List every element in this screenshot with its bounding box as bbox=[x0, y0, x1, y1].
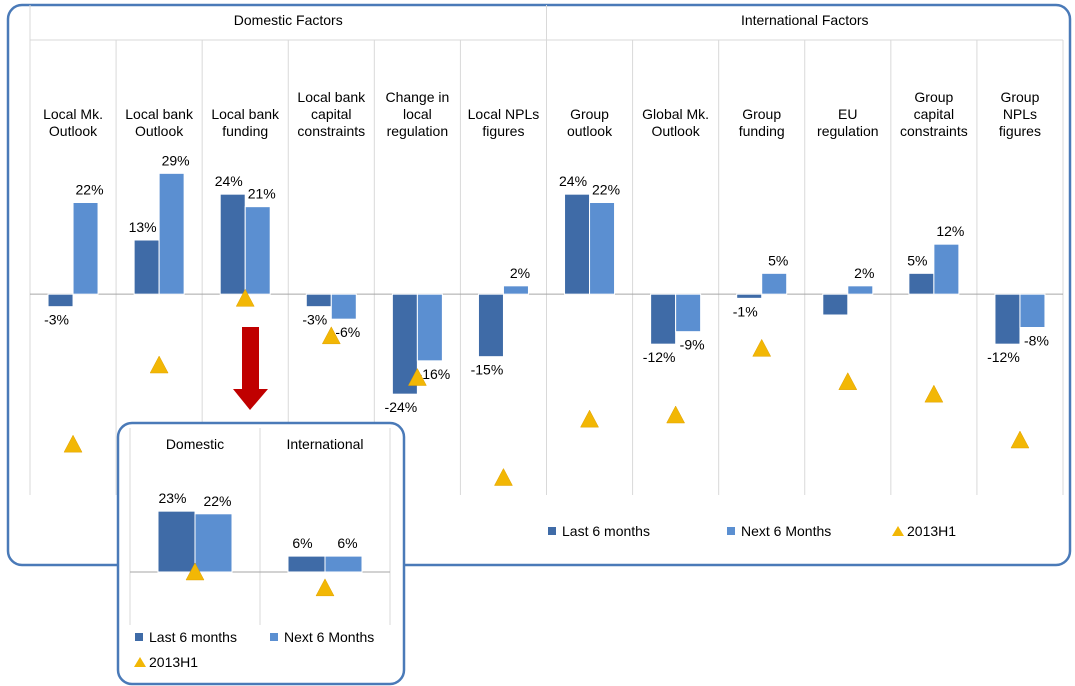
arrow-head bbox=[233, 389, 268, 410]
legend-swatch bbox=[135, 633, 143, 641]
x-tick-label: Local Mk. Outlook bbox=[43, 106, 103, 139]
bar bbox=[564, 193, 591, 295]
bar bbox=[1019, 293, 1046, 328]
data-label: -16% bbox=[418, 366, 451, 382]
bar bbox=[761, 272, 788, 295]
legend-swatch bbox=[892, 526, 904, 536]
bar bbox=[736, 293, 763, 299]
data-label: 12% bbox=[936, 223, 964, 239]
marker bbox=[838, 372, 858, 390]
data-label: -12% bbox=[987, 349, 1020, 365]
data-label: -1% bbox=[733, 303, 758, 319]
bar bbox=[933, 243, 960, 295]
legend-label: Last 6 months bbox=[149, 629, 237, 645]
x-tick-label: Global Mk. Outlook bbox=[642, 106, 710, 139]
x-tick-label: Local bank capital constraints bbox=[297, 89, 366, 139]
marker bbox=[185, 562, 205, 581]
bar bbox=[650, 293, 677, 345]
x-tick-label: Local bank Outlook bbox=[125, 106, 193, 139]
data-label: -24% bbox=[385, 399, 418, 415]
marker bbox=[666, 405, 686, 424]
legend-label: 2013H1 bbox=[907, 523, 956, 539]
data-label: 24% bbox=[215, 173, 243, 189]
legend-label: Next 6 Months bbox=[284, 629, 374, 645]
marker bbox=[235, 288, 255, 307]
bar bbox=[219, 193, 246, 295]
marker bbox=[1010, 430, 1030, 449]
data-label: 21% bbox=[248, 186, 276, 202]
data-label: 22% bbox=[203, 493, 231, 509]
marker bbox=[752, 338, 772, 357]
x-tick-label: Group NPLs figures bbox=[998, 89, 1041, 139]
bar bbox=[994, 293, 1021, 345]
data-label: 24% bbox=[559, 173, 587, 189]
group-label: Domestic Factors bbox=[233, 12, 343, 28]
bar bbox=[244, 206, 271, 295]
data-label: 22% bbox=[76, 182, 104, 198]
data-label: -3% bbox=[302, 312, 327, 328]
frame bbox=[116, 421, 406, 686]
data-label: 2% bbox=[854, 265, 874, 281]
bar bbox=[675, 293, 702, 333]
x-tick-label: Domestic bbox=[165, 436, 225, 452]
marker bbox=[494, 467, 513, 486]
bar bbox=[47, 293, 74, 308]
x-tick-label: Group funding bbox=[738, 106, 785, 139]
data-label: -6% bbox=[335, 324, 360, 340]
data-label: 23% bbox=[158, 490, 186, 506]
bar bbox=[416, 293, 443, 362]
bar bbox=[324, 555, 363, 573]
x-tick-label: EU regulation bbox=[817, 106, 879, 139]
marker bbox=[580, 409, 599, 428]
marker bbox=[315, 578, 335, 597]
bar bbox=[589, 202, 616, 295]
data-label: 6% bbox=[292, 535, 312, 551]
bar bbox=[157, 510, 196, 573]
marker bbox=[149, 355, 169, 374]
x-tick-label: Local NPLs figures bbox=[467, 106, 540, 139]
bar bbox=[822, 293, 849, 316]
bar bbox=[847, 285, 874, 295]
marker bbox=[407, 367, 427, 386]
marker bbox=[63, 434, 83, 453]
data-label: 29% bbox=[162, 152, 190, 168]
legend-swatch bbox=[727, 527, 735, 535]
legend-swatch bbox=[270, 633, 278, 641]
x-tick-label: Local bank funding bbox=[211, 106, 280, 139]
data-label: -8% bbox=[1024, 333, 1049, 349]
x-tick-label: Change in local regulation bbox=[385, 89, 450, 139]
bar bbox=[477, 293, 504, 358]
bar bbox=[194, 513, 233, 573]
data-label: 22% bbox=[592, 182, 620, 198]
data-label: -3% bbox=[44, 312, 69, 328]
bar bbox=[330, 293, 357, 320]
bar bbox=[502, 285, 529, 295]
bar bbox=[72, 202, 99, 295]
legend-swatch bbox=[548, 527, 556, 535]
bar bbox=[158, 172, 185, 295]
data-label: 13% bbox=[129, 219, 157, 235]
data-label: 6% bbox=[337, 535, 357, 551]
data-label: 5% bbox=[768, 252, 788, 268]
x-tick-label: Group outlook bbox=[566, 106, 613, 139]
group-label: International Factors bbox=[740, 12, 869, 28]
data-label: -9% bbox=[680, 337, 705, 353]
legend-label: Next 6 Months bbox=[741, 523, 831, 539]
legend-swatch bbox=[134, 657, 146, 667]
bar bbox=[287, 555, 326, 573]
data-label: 2% bbox=[510, 265, 530, 281]
legend-label: Last 6 months bbox=[562, 523, 650, 539]
x-tick-label: Group capital constraints bbox=[900, 89, 968, 139]
legend-label: 2013H1 bbox=[149, 654, 198, 670]
marker bbox=[924, 384, 944, 403]
marker bbox=[321, 326, 341, 345]
bar bbox=[133, 239, 160, 295]
data-label: -15% bbox=[471, 362, 504, 378]
data-label: -12% bbox=[643, 349, 676, 365]
data-label: 5% bbox=[907, 252, 927, 268]
arrow-shaft bbox=[242, 327, 259, 389]
x-tick-label: International bbox=[286, 436, 364, 452]
